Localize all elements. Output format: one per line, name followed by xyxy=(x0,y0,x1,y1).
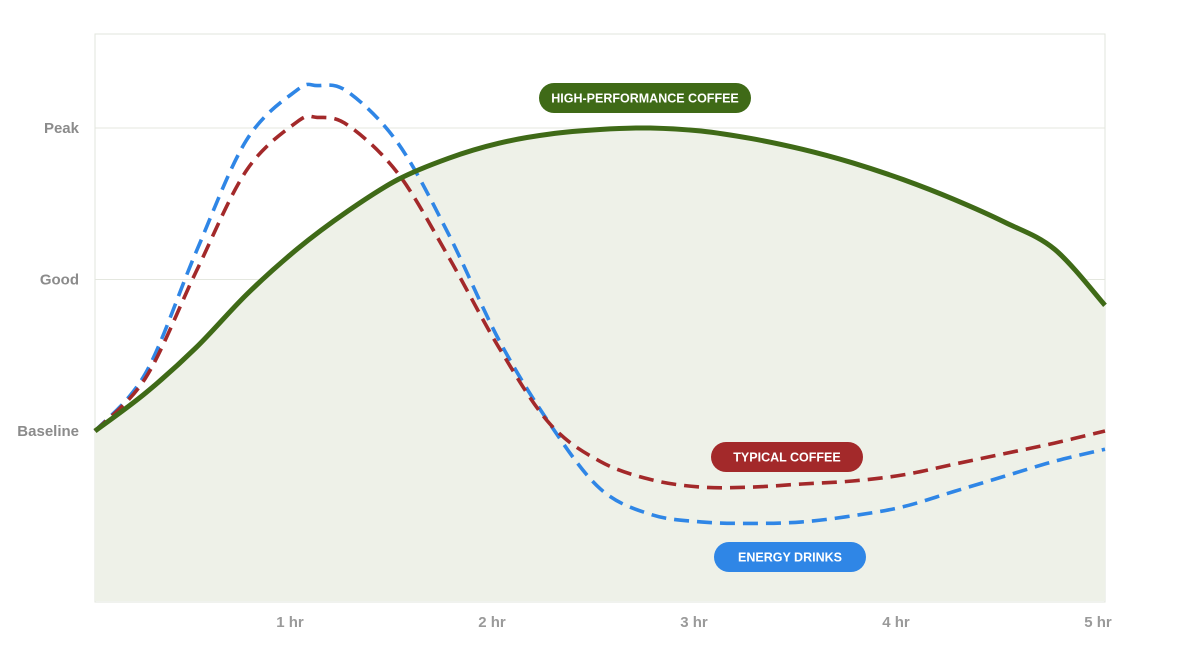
pill-background xyxy=(711,442,863,472)
series-line-typical-coffee xyxy=(93,114,1106,490)
pill-background xyxy=(539,83,751,113)
y-tick-label: Peak xyxy=(44,120,80,137)
x-tick-label: 4 hr xyxy=(882,614,910,631)
y-axis-ticks: Baseline Good Peak xyxy=(17,120,79,440)
x-tick-label: 1 hr xyxy=(276,614,304,631)
y-tick-label: Good xyxy=(40,272,79,289)
x-tick-label: 3 hr xyxy=(680,614,708,631)
pill-label: TYPICAL COFFEE xyxy=(733,451,840,465)
series-line-energy-drinks xyxy=(93,82,1106,526)
x-axis-ticks: 1 hr 2 hr 3 hr 4 hr 5 hr xyxy=(276,614,1112,631)
series-annotations: HIGH-PERFORMANCE COFFEE TYPICAL COFFEE ENE… xyxy=(539,83,866,572)
annotation-pill: HIGH-PERFORMANCE COFFEE xyxy=(539,83,751,113)
pill-label: HIGH-PERFORMANCE COFFEE xyxy=(551,92,739,106)
series-lines xyxy=(93,82,1107,526)
x-tick-label: 5 hr xyxy=(1084,614,1112,631)
x-tick-label: 2 hr xyxy=(478,614,506,631)
pill-label: ENERGY DRINKS xyxy=(738,551,842,565)
y-tick-label: Baseline xyxy=(17,423,79,440)
pill-background xyxy=(714,542,866,572)
series-line-high-performance-coffee xyxy=(93,125,1107,434)
annotation-pill: TYPICAL COFFEE xyxy=(711,442,863,472)
annotation-pill: ENERGY DRINKS xyxy=(714,542,866,572)
